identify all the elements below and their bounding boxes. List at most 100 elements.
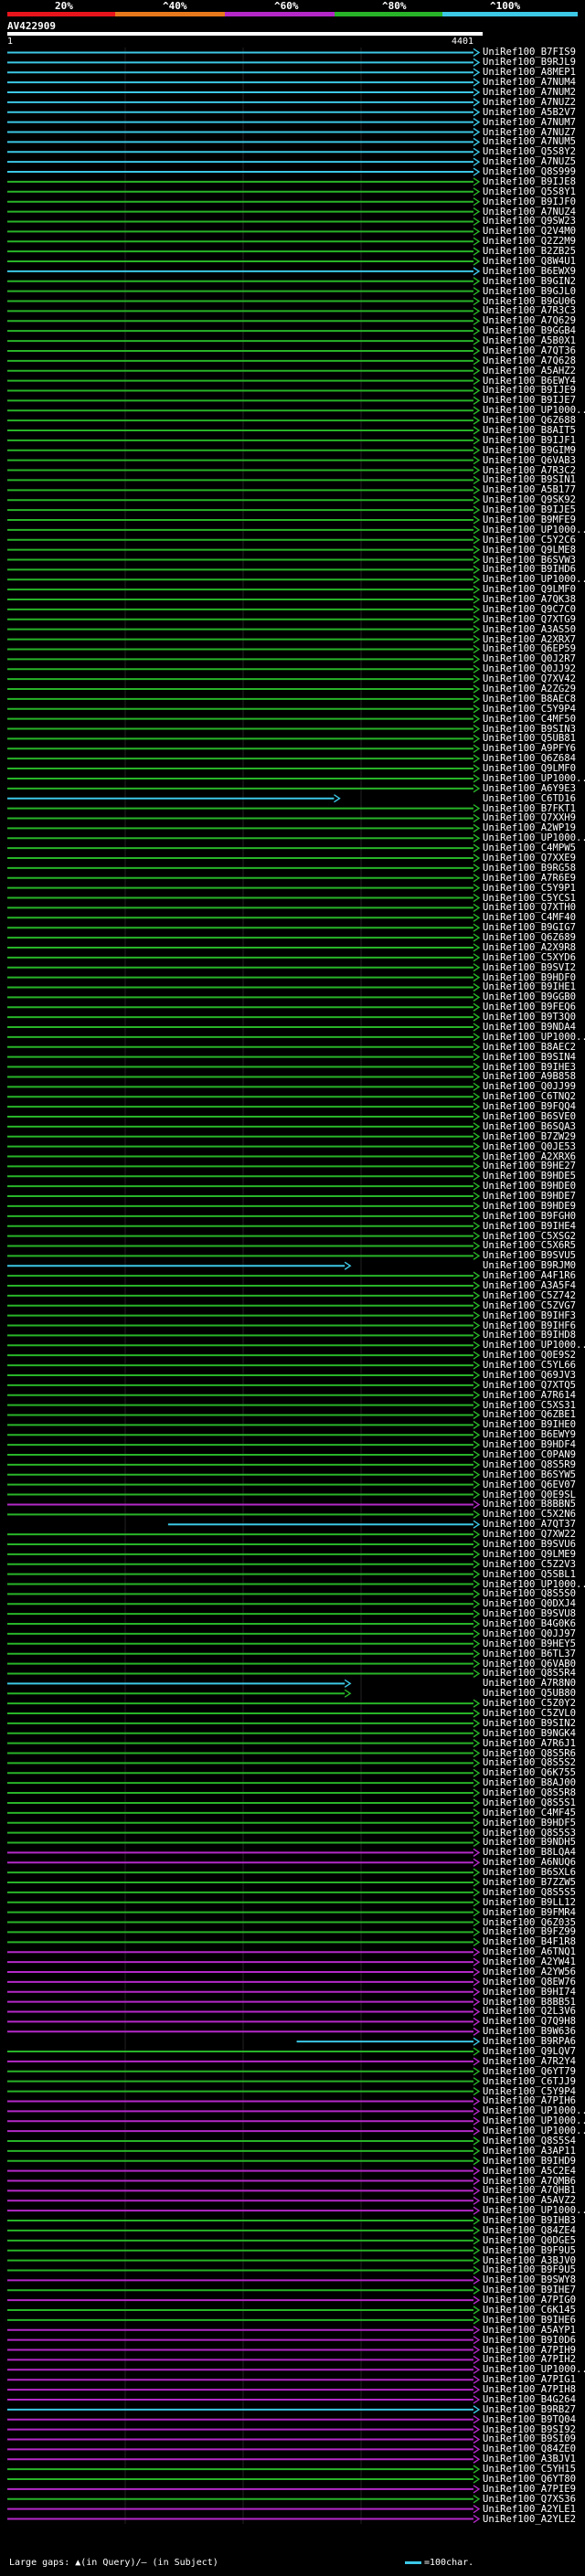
hit-accession-link[interactable]: UniRef100_UP1000... xyxy=(483,574,585,586)
hit-accession-link[interactable]: UniRef100_A7R2Y4 xyxy=(483,2055,577,2067)
hit-accession-link[interactable]: UniRef100_B9IHE1 xyxy=(483,981,577,993)
hit-accession-link[interactable]: UniRef100_Q9LME8 xyxy=(483,544,577,556)
hit-accession-link[interactable]: UniRef100_B4F1R8 xyxy=(483,1936,577,1948)
hit-accession-link[interactable]: UniRef100_B9IHD8 xyxy=(483,1330,577,1341)
hit-accession-link[interactable]: UniRef100_Q0E9SL xyxy=(483,1489,577,1500)
hit-accession-link[interactable]: UniRef100_Q9LME9 xyxy=(483,1548,577,1560)
hit-accession-link[interactable]: UniRef100_Q0J2R7 xyxy=(483,653,577,665)
hit-accession-link[interactable]: UniRef100_C5ZVG7 xyxy=(483,1299,577,1311)
hit-accession-link[interactable]: UniRef100_A3BJV0 xyxy=(483,2254,577,2266)
hit-accession-link[interactable]: UniRef100_A7NUZ2 xyxy=(483,96,577,108)
hit-accession-link[interactable]: UniRef100_A2YW41 xyxy=(483,1956,577,1968)
hit-accession-link[interactable]: UniRef100_UP1000... xyxy=(483,1340,585,1352)
hit-accession-link[interactable]: UniRef100_A5AVZ2 xyxy=(483,2195,577,2207)
hit-accession-link[interactable]: UniRef100_B9GIM9 xyxy=(483,444,577,456)
hit-accession-link[interactable]: UniRef100_B9IHD9 xyxy=(483,2155,577,2167)
hit-accession-link[interactable]: UniRef100_C5YH15 xyxy=(483,2464,577,2475)
hit-accession-link[interactable]: UniRef100_UP1000... xyxy=(483,524,585,535)
hit-accession-link[interactable]: UniRef100_B9IHE4 xyxy=(483,1220,577,1232)
hit-accession-link[interactable]: UniRef100_Q6EV07 xyxy=(483,1479,577,1490)
hit-accession-link[interactable]: UniRef100_B9SVU5 xyxy=(483,1250,577,1262)
hit-accession-link[interactable]: UniRef100_B9IJE8 xyxy=(483,175,577,187)
hit-accession-link[interactable]: UniRef100_C4MF45 xyxy=(483,1807,577,1818)
hit-accession-link[interactable]: UniRef100_UP1000... xyxy=(483,832,585,844)
hit-accession-link[interactable]: UniRef100_A7PIH8 xyxy=(483,2384,577,2396)
hit-accession-link[interactable]: UniRef100_A2XRX6 xyxy=(483,1150,577,1162)
hit-accession-link[interactable]: UniRef100_Q8S5S5 xyxy=(483,1886,577,1898)
hit-accession-link[interactable]: UniRef100_Q8S5R9 xyxy=(483,1458,577,1470)
hit-accession-link[interactable]: UniRef100_B9SVU6 xyxy=(483,1538,577,1550)
hit-accession-link[interactable]: UniRef100_A7PIG0 xyxy=(483,2295,577,2306)
hit-accession-link[interactable]: UniRef100_A7PIE9 xyxy=(483,2483,577,2495)
hit-accession-link[interactable]: UniRef100_B9GGB0 xyxy=(483,991,577,1003)
hit-accession-link[interactable]: UniRef100_A7R3C3 xyxy=(483,305,577,317)
hit-accession-link[interactable]: UniRef100_Q7XXE9 xyxy=(483,853,577,864)
hit-accession-link[interactable]: UniRef100_A7NUZ7 xyxy=(483,126,577,138)
hit-accession-link[interactable]: UniRef100_A6NUQ6 xyxy=(483,1857,577,1869)
hit-accession-link[interactable]: UniRef100_A3AS50 xyxy=(483,623,577,635)
hit-accession-link[interactable]: UniRef100_B2ZB25 xyxy=(483,246,577,258)
hit-accession-link[interactable]: UniRef100_B6EWY4 xyxy=(483,375,577,387)
hit-accession-link[interactable]: UniRef100_Q0JJ97 xyxy=(483,1627,577,1639)
hit-accession-link[interactable]: UniRef100_Q7XS36 xyxy=(483,2493,577,2505)
hit-accession-link[interactable]: UniRef100_B9GIN2 xyxy=(483,275,577,287)
hit-accession-link[interactable]: UniRef100_B9SVI2 xyxy=(483,961,577,973)
hit-accession-link[interactable]: UniRef100_B8BBN5 xyxy=(483,1499,577,1511)
hit-accession-link[interactable]: UniRef100_A2ZG29 xyxy=(483,683,577,694)
hit-accession-link[interactable]: UniRef100_A6Y9E3 xyxy=(483,782,577,794)
hit-accession-link[interactable]: UniRef100_B4G0K6 xyxy=(483,1618,577,1630)
hit-accession-link[interactable]: UniRef100_B9FEQ6 xyxy=(483,1002,577,1013)
hit-accession-link[interactable]: UniRef100_B4G264 xyxy=(483,2393,577,2405)
hit-accession-link[interactable]: UniRef100_Q6YT79 xyxy=(483,2065,577,2077)
hit-accession-link[interactable]: UniRef100_B9SI09 xyxy=(483,2433,577,2445)
hit-accession-link[interactable]: UniRef100_B9SVU8 xyxy=(483,1608,577,1620)
hit-accession-link[interactable]: UniRef100_B7FIS9 xyxy=(483,47,577,58)
hit-accession-link[interactable]: UniRef100_B9NDH5 xyxy=(483,1837,577,1849)
hit-accession-link[interactable]: UniRef100_B9IHD6 xyxy=(483,564,577,576)
hit-accession-link[interactable]: UniRef100_B9SIN4 xyxy=(483,1051,577,1063)
hit-accession-link[interactable]: UniRef100_B8AEC2 xyxy=(483,1041,577,1053)
hit-accession-link[interactable]: UniRef100_B9RJM0 xyxy=(483,1260,577,1272)
hit-accession-link[interactable]: UniRef100_B9RJL9 xyxy=(483,57,577,69)
hit-accession-link[interactable]: UniRef100_B9MFE9 xyxy=(483,514,577,525)
hit-accession-link[interactable]: UniRef100_B9HDE9 xyxy=(483,1200,577,1212)
hit-accession-link[interactable]: UniRef100_A7QT36 xyxy=(483,345,577,356)
hit-accession-link[interactable]: UniRef100_B9IHE7 xyxy=(483,2284,577,2296)
hit-accession-link[interactable]: UniRef100_B7FKT1 xyxy=(483,802,577,814)
hit-accession-link[interactable]: UniRef100_A9PFY6 xyxy=(483,743,577,755)
hit-accession-link[interactable]: UniRef100_B9SIN1 xyxy=(483,474,577,486)
hit-accession-link[interactable]: UniRef100_UP1000... xyxy=(483,2205,585,2217)
hit-accession-link[interactable]: UniRef100_Q6EP59 xyxy=(483,643,577,655)
hit-accession-link[interactable]: UniRef100_A5B0X1 xyxy=(483,335,577,347)
hit-accession-link[interactable]: UniRef100_A7QMB6 xyxy=(483,2175,577,2187)
hit-accession-link[interactable]: UniRef100_A3A5F4 xyxy=(483,1280,577,1291)
hit-accession-link[interactable]: UniRef100_B9T3Q0 xyxy=(483,1012,577,1023)
hit-accession-link[interactable]: UniRef100_B9W636 xyxy=(483,2026,577,2038)
hit-accession-link[interactable]: UniRef100_C4MF50 xyxy=(483,713,577,725)
hit-accession-link[interactable]: UniRef100_A2XRX7 xyxy=(483,633,577,645)
hit-accession-link[interactable]: UniRef100_Q5S8Y2 xyxy=(483,146,577,158)
hit-accession-link[interactable]: UniRef100_B9FZ99 xyxy=(483,1926,577,1938)
hit-accession-link[interactable]: UniRef100_A7NUM5 xyxy=(483,136,577,148)
hit-accession-link[interactable]: UniRef100_B8AJ00 xyxy=(483,1777,577,1789)
hit-accession-link[interactable]: UniRef100_C4MPW5 xyxy=(483,843,577,854)
hit-accession-link[interactable]: UniRef100_Q0DGE5 xyxy=(483,2234,577,2246)
hit-accession-link[interactable]: UniRef100_C5X2N6 xyxy=(483,1509,577,1521)
hit-accession-link[interactable]: UniRef100_C5Y2C6 xyxy=(483,534,577,546)
hit-accession-link[interactable]: UniRef100_Q6Z035 xyxy=(483,1916,577,1928)
hit-accession-link[interactable]: UniRef100_B9HDF0 xyxy=(483,971,577,983)
hit-accession-link[interactable]: UniRef100_B9TQ04 xyxy=(483,2413,577,2425)
hit-accession-link[interactable]: UniRef100_B9FMR4 xyxy=(483,1906,577,1918)
hit-accession-link[interactable]: UniRef100_C5XSG2 xyxy=(483,1230,577,1242)
hit-accession-link[interactable]: UniRef100_A2YW56 xyxy=(483,1966,577,1977)
hit-accession-link[interactable]: UniRef100_C6TJJ9 xyxy=(483,2075,577,2087)
hit-accession-link[interactable]: UniRef100_A7PIG1 xyxy=(483,2374,577,2386)
hit-accession-link[interactable]: UniRef100_Q84ZE0 xyxy=(483,2443,577,2455)
hit-accession-link[interactable]: UniRef100_B9HEY5 xyxy=(483,1638,577,1649)
hit-accession-link[interactable]: UniRef100_B9HDF5 xyxy=(483,1817,577,1829)
hit-accession-link[interactable]: UniRef100_Q6VAB0 xyxy=(483,1658,577,1670)
hit-accession-link[interactable]: UniRef100_Q69JV3 xyxy=(483,1369,577,1381)
hit-accession-link[interactable]: UniRef100_A7PIH6 xyxy=(483,2095,577,2107)
hit-accession-link[interactable]: UniRef100_Q2Z2M9 xyxy=(483,236,577,248)
hit-accession-link[interactable]: UniRef100_C5XYD6 xyxy=(483,951,577,963)
